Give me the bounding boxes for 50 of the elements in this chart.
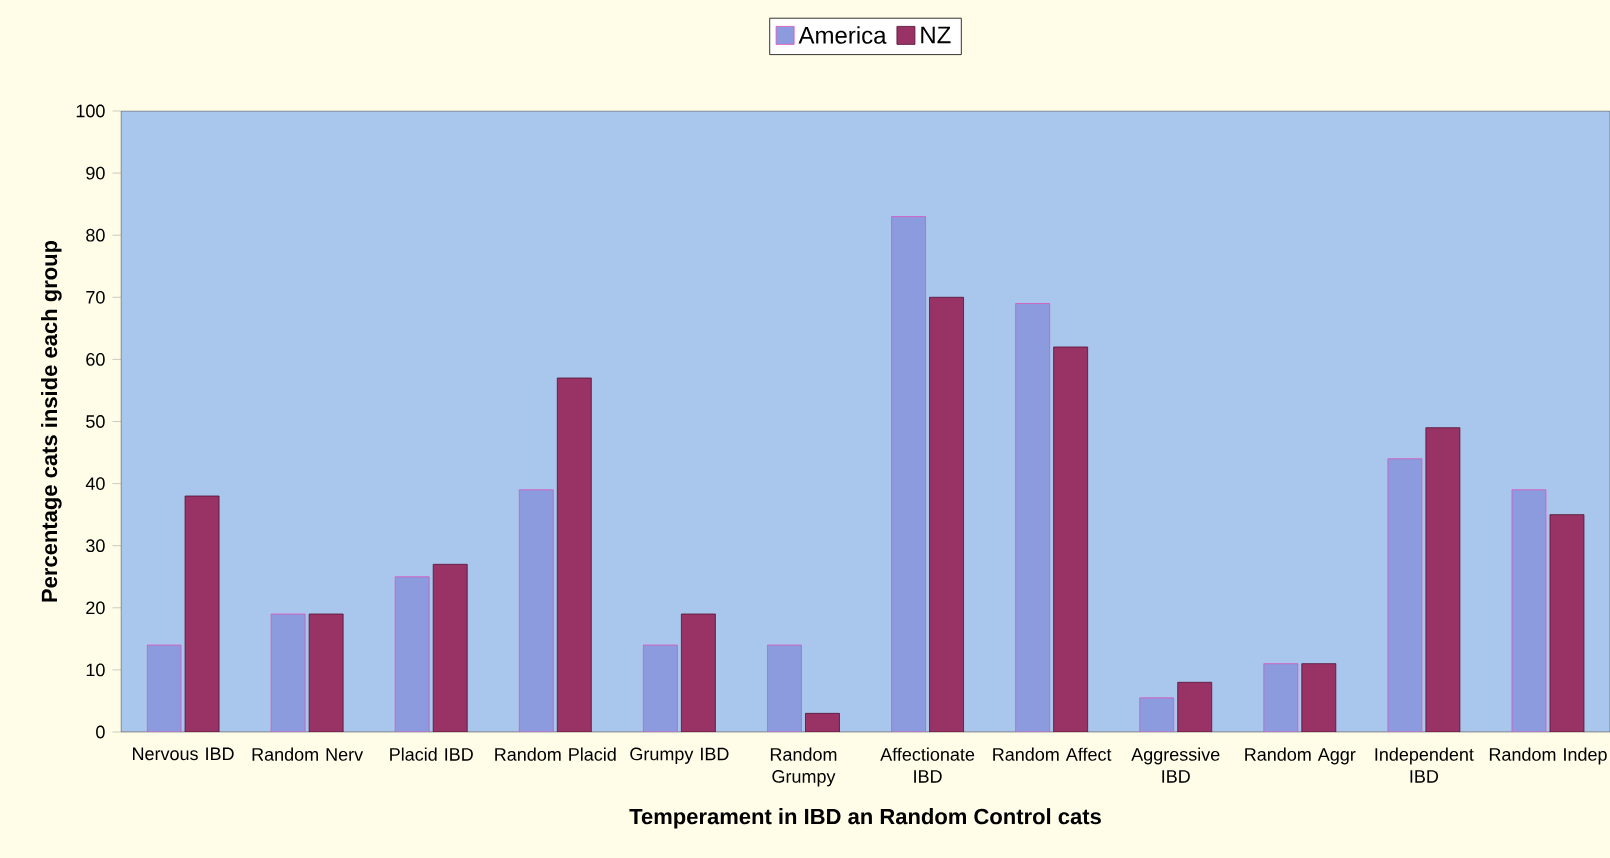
bar bbox=[1177, 681, 1213, 732]
bar bbox=[1139, 697, 1175, 732]
bar bbox=[1511, 489, 1547, 732]
bar bbox=[891, 216, 926, 732]
y-axis-title: Percentage cats inside each group bbox=[41, 240, 62, 602]
bar bbox=[1301, 663, 1337, 732]
y-tick-label: 80 bbox=[86, 228, 105, 242]
legend-label: NZ bbox=[921, 26, 951, 44]
y-tick-label: 30 bbox=[86, 539, 105, 553]
bar bbox=[642, 644, 678, 732]
bar bbox=[1425, 427, 1461, 732]
y-tick-label: 60 bbox=[86, 353, 105, 366]
x-tick-label: Random Affect bbox=[993, 747, 1112, 761]
legend-label: America bbox=[798, 26, 887, 44]
x-tick-label: Placid IBD bbox=[390, 747, 473, 761]
y-tick-label: 50 bbox=[86, 415, 105, 428]
bar bbox=[1387, 458, 1423, 732]
y-tick-label: 90 bbox=[86, 166, 105, 180]
bar bbox=[518, 489, 554, 732]
y-tick-label: 70 bbox=[86, 290, 105, 304]
x-tick-label: Affectionate IBD bbox=[880, 747, 975, 783]
x-tick-label: Random Indep bbox=[1489, 747, 1607, 765]
bar bbox=[308, 613, 344, 732]
bar bbox=[929, 296, 964, 732]
bar bbox=[1053, 346, 1089, 732]
y-tick-label: 40 bbox=[85, 477, 105, 490]
x-tick-label: Grumpy IBD bbox=[630, 747, 729, 764]
bar bbox=[184, 495, 220, 732]
x-tick-label: Random Grumpy bbox=[770, 747, 837, 787]
bar bbox=[767, 644, 802, 732]
y-tick-label: 0 bbox=[96, 725, 105, 739]
bar bbox=[556, 377, 592, 732]
y-tick-label: 100 bbox=[76, 104, 105, 118]
x-tick-label: Aggressive IBD bbox=[1131, 747, 1220, 783]
x-tick-label: Random Aggr bbox=[1245, 747, 1356, 765]
bar bbox=[1549, 514, 1585, 732]
bar bbox=[394, 576, 430, 732]
bar bbox=[270, 613, 306, 732]
bar bbox=[680, 613, 716, 732]
x-axis-title: Temperament in IBD an Random Control cats bbox=[629, 808, 1101, 829]
x-tick-label: Random Placid bbox=[495, 747, 616, 761]
x-tick-label: Random Nerv bbox=[252, 747, 364, 761]
x-tick-label: Nervous IBD bbox=[133, 747, 234, 761]
y-tick-label: 20 bbox=[86, 601, 105, 615]
bar bbox=[1263, 663, 1299, 732]
bar bbox=[146, 644, 182, 732]
x-tick-label: Independent IBD bbox=[1375, 747, 1474, 783]
bar bbox=[432, 563, 468, 732]
bar bbox=[1015, 303, 1051, 732]
y-tick-label: 10 bbox=[86, 663, 105, 677]
